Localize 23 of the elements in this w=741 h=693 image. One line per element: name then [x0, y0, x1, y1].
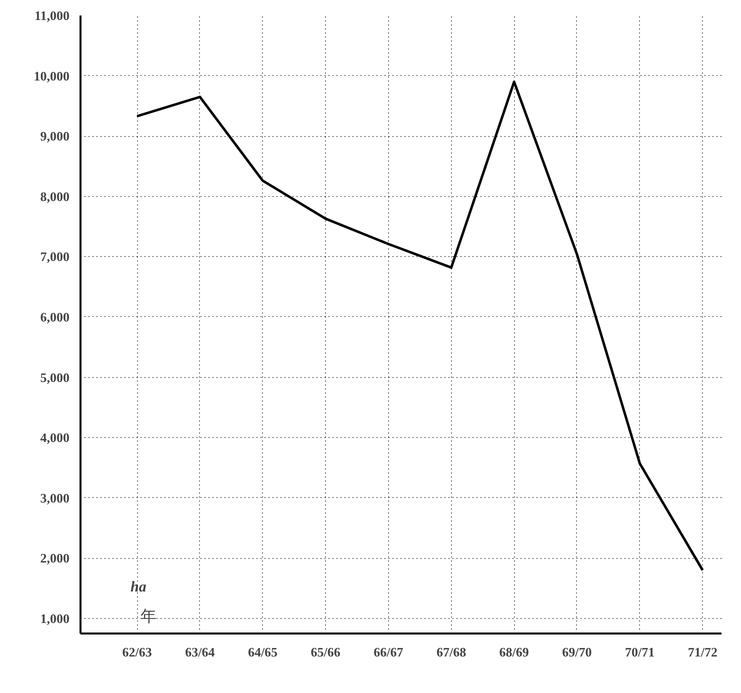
y-tick-label: 10,000: [34, 68, 70, 84]
y-tick-label: 7,000: [40, 249, 70, 264]
y-tick-label: 1,000: [40, 610, 70, 626]
x-tick-label: 64/65: [248, 644, 278, 660]
y-tick-label: 4,000: [40, 430, 70, 446]
x-tick-label: 68/69: [499, 644, 530, 660]
x-tick-label: 63/64: [185, 644, 216, 660]
x-axis-title: 年: [140, 606, 156, 626]
x-tick-label: 66/67: [374, 644, 404, 660]
y-tick-label: 5,000: [40, 370, 70, 385]
x-tick-label: 65/66: [310, 644, 341, 660]
y-axis-title: ha: [130, 580, 147, 596]
x-tick-label: 67/68: [436, 644, 467, 660]
x-tick-label: 69/70: [562, 644, 592, 660]
x-tick-label: 71/72: [688, 644, 718, 660]
y-tick-label: 6,000: [40, 309, 70, 324]
y-tick-label: 3,000: [40, 490, 70, 506]
x-tick-label: 62/63: [122, 644, 152, 660]
y-tick-label: 11,000: [34, 8, 70, 23]
y-tick-label: 2,000: [40, 550, 70, 566]
y-tick-label: 9,000: [40, 128, 70, 144]
x-tick-label: 70/71: [625, 644, 655, 660]
y-tick-label: 8,000: [40, 188, 70, 204]
